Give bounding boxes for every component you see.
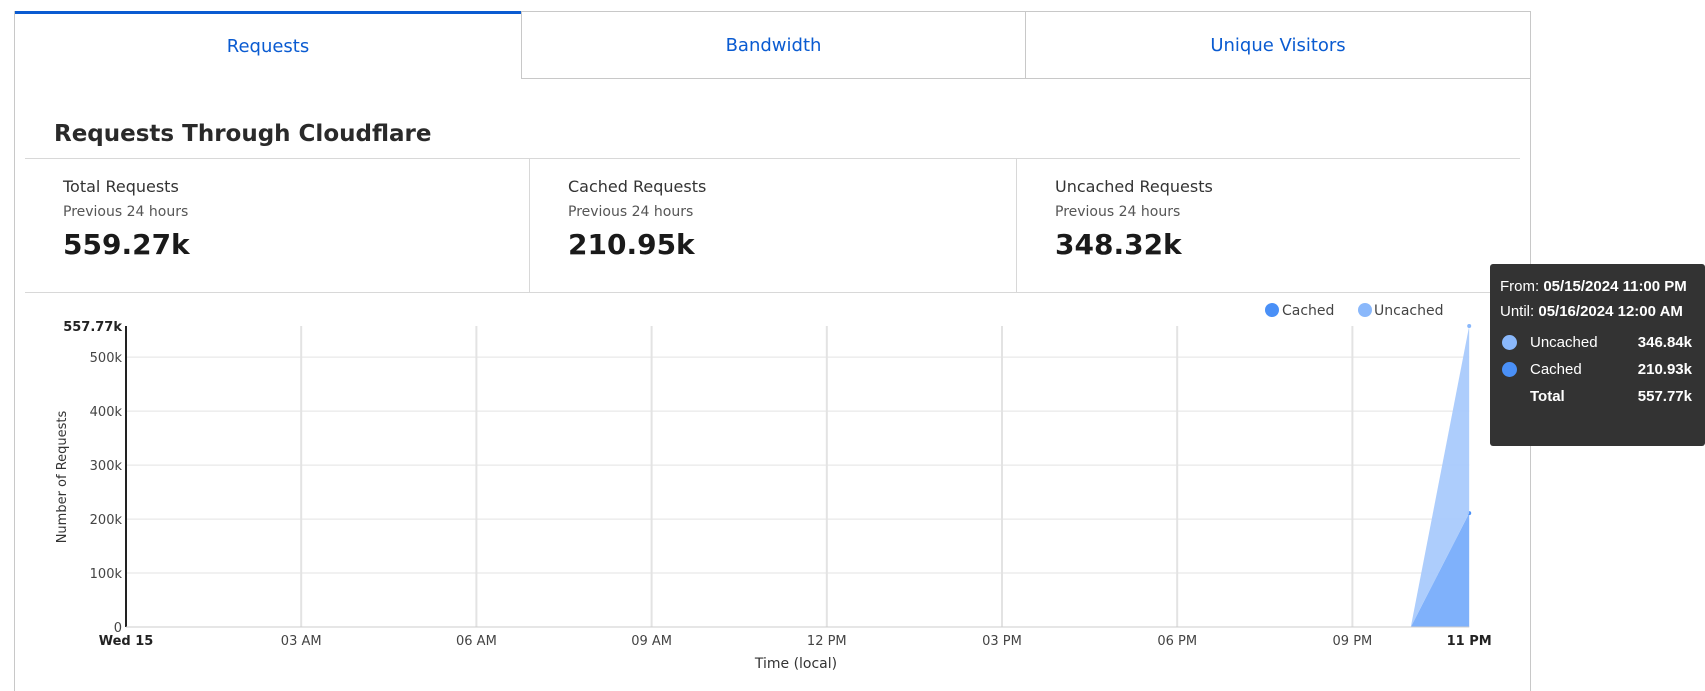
stat-label: Cached Requests: [568, 177, 707, 196]
tooltip-from: 05/15/2024 11:00 PM: [1543, 278, 1687, 295]
tab-bandwidth[interactable]: Bandwidth: [521, 11, 1025, 79]
x-tick-label: 06 PM: [1157, 634, 1197, 649]
x-tick-label: Wed 15: [99, 634, 154, 649]
cached-dot-icon: [1502, 362, 1517, 377]
stat-cached-requests: Cached Requests Previous 24 hours 210.95…: [529, 159, 1016, 292]
y-axis-title: Number of Requests: [55, 410, 70, 543]
stat-value: 210.95k: [568, 228, 695, 261]
x-tick-label: 11 PM: [1447, 634, 1492, 649]
x-tick-label: 09 AM: [631, 634, 672, 649]
stat-value: 348.32k: [1055, 228, 1182, 261]
tooltip-until-label: Until:: [1500, 303, 1535, 320]
x-tick-label: 03 PM: [982, 634, 1022, 649]
y-tick-label: 500k: [90, 351, 123, 366]
area-uncached: [1410, 326, 1470, 627]
legend: Cached Uncached: [1265, 303, 1443, 319]
uncached-dot-icon: [1502, 335, 1517, 350]
tooltip-uncached-label: Uncached: [1530, 334, 1598, 351]
x-tick-label: 03 AM: [281, 634, 322, 649]
y-tick-label: 300k: [90, 459, 123, 474]
legend-uncached-label[interactable]: Uncached: [1374, 303, 1443, 319]
stat-total-requests: Total Requests Previous 24 hours 559.27k: [25, 159, 529, 292]
tooltip-from-label: From:: [1500, 278, 1540, 295]
stat-label: Total Requests: [63, 177, 179, 196]
y-tick-label: 557.77k: [63, 320, 122, 335]
stat-period: Previous 24 hours: [63, 204, 189, 220]
x-tick-label: 12 PM: [807, 634, 847, 649]
tab-unique-visitors[interactable]: Unique Visitors: [1025, 11, 1530, 79]
section-title: Requests Through Cloudflare: [54, 121, 432, 147]
x-tick-label: 09 PM: [1333, 634, 1373, 649]
chart-tooltip: From: 05/15/2024 11:00 PM Until: 05/16/2…: [1490, 264, 1705, 446]
legend-cached-label[interactable]: Cached: [1282, 303, 1334, 319]
stat-period: Previous 24 hours: [1055, 204, 1181, 220]
tooltip-until: 05/16/2024 12:00 AM: [1538, 303, 1683, 320]
y-tick-label: 0: [114, 621, 122, 636]
y-tick-label: 400k: [90, 405, 123, 420]
legend-cached-dot: [1265, 303, 1279, 317]
data-point-uncached: [1467, 324, 1472, 328]
tab-bar: Requests Bandwidth Unique Visitors: [15, 11, 1530, 79]
tooltip-cached-label: Cached: [1530, 361, 1582, 378]
tab-requests[interactable]: Requests: [15, 11, 521, 79]
analytics-panel: Requests Bandwidth Unique Visitors Reque…: [14, 11, 1531, 691]
stat-period: Previous 24 hours: [568, 204, 694, 220]
tooltip-uncached-value: 346.84k: [1637, 334, 1692, 351]
x-tick-label: 06 AM: [456, 634, 497, 649]
y-tick-label: 100k: [90, 567, 123, 582]
x-axis-title: Time (local): [754, 656, 837, 672]
tooltip-total-label: Total: [1530, 388, 1565, 405]
y-tick-label: 200k: [90, 513, 123, 528]
tooltip-total-value: 557.77k: [1637, 388, 1692, 405]
stat-value: 559.27k: [63, 228, 190, 261]
stats-row: Total Requests Previous 24 hours 559.27k…: [25, 158, 1520, 293]
stat-uncached-requests: Uncached Requests Previous 24 hours 348.…: [1016, 159, 1520, 292]
tooltip-cached-value: 210.93k: [1637, 361, 1692, 378]
legend-uncached-dot: [1358, 303, 1372, 317]
stat-label: Uncached Requests: [1055, 177, 1213, 196]
